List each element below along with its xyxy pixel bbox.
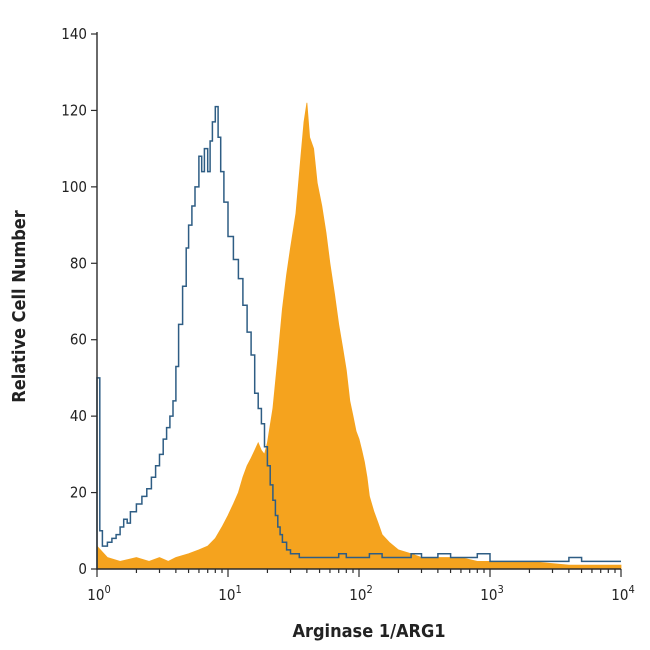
y-tick-label: 100 [61, 178, 87, 196]
y-tick-label: 80 [70, 254, 87, 272]
y-tick-label: 140 [61, 25, 87, 43]
x-tick-label: 104 [611, 583, 634, 604]
x-tick-label: 101 [218, 583, 241, 604]
y-axis-title: Relative Cell Number [9, 210, 30, 403]
series-filled-histogram [96, 102, 622, 570]
y-tick-label: 0 [78, 560, 87, 578]
y-tick-label: 40 [70, 407, 87, 425]
x-tick-label: 102 [349, 583, 372, 604]
plot-area [96, 102, 622, 570]
x-axis-title: Arginase 1/ARG1 [292, 621, 445, 642]
y-tick-label: 60 [70, 331, 87, 349]
x-tick-label: 103 [480, 583, 503, 604]
x-tick-label: 100 [87, 583, 110, 604]
y-axis-ticks: 0 20 40 60 80 100 120 140 [61, 25, 97, 578]
y-tick-label: 120 [61, 101, 87, 119]
x-axis-ticks: 100 101 102 103 104 [87, 569, 635, 604]
y-tick-label: 20 [70, 484, 87, 502]
series-outline-histogram [96, 105, 621, 569]
